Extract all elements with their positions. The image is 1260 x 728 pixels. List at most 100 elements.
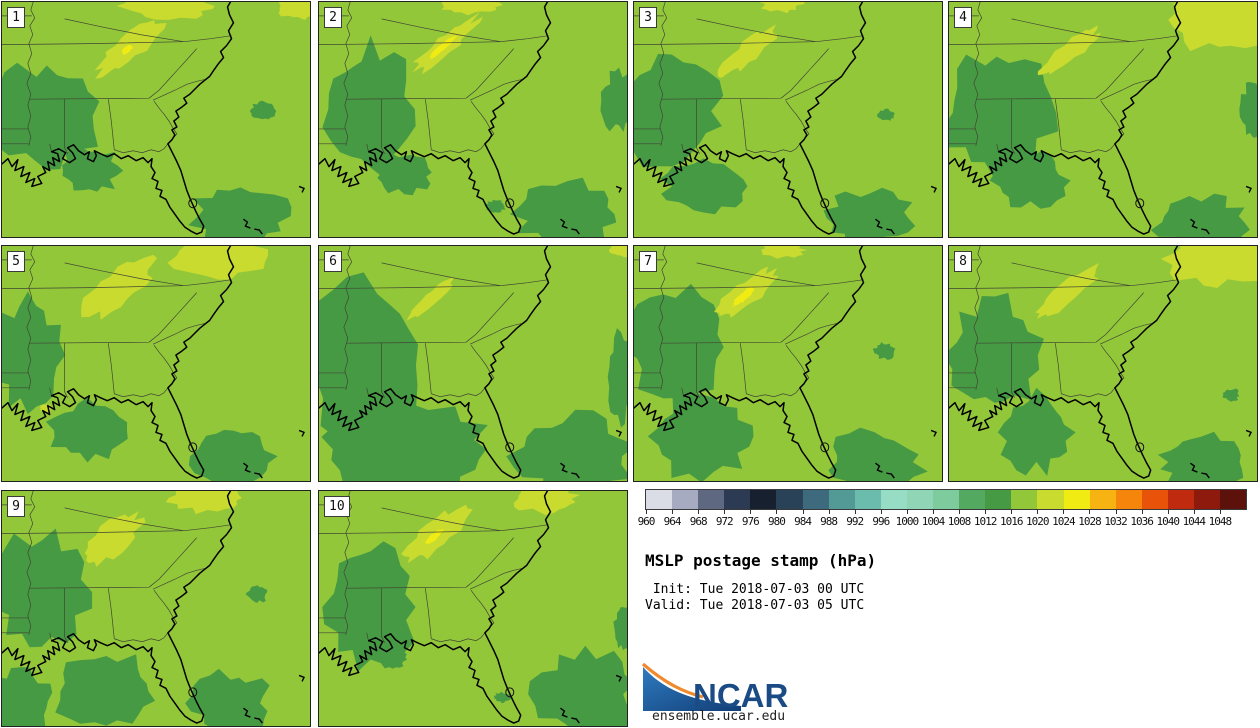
pressure-contour-region [607,328,627,428]
colorbar-segment [776,490,803,509]
lake-okeechobee [1135,442,1145,453]
pressure-contour-region [876,108,895,121]
pressure-contour-region [484,199,506,213]
pressure-contour-region [429,33,458,60]
colorbar-tick-label: 1008 [947,515,972,528]
pressure-contour-region [997,387,1076,476]
coastline [319,2,552,235]
colorbar-tick-label: 992 [846,515,864,528]
colorbar-tick-label: 996 [872,515,890,528]
colorbar-tick-label: 1048 [1208,515,1233,528]
pressure-contour-region [167,246,269,280]
colorbar-tickmark [750,509,752,514]
colorbar-tick-label: 980 [767,515,786,528]
islands [560,429,622,479]
lake-okeechobee [1135,198,1145,209]
pressure-contour-region [375,649,408,669]
pressure-contour-region [249,100,277,120]
pressure-contour-region [1222,388,1240,402]
pressure-contour-region [424,529,444,545]
colorbar-segment [1011,490,1038,509]
colorbar-tick-label: 968 [689,515,708,528]
pressure-contour-region [245,585,268,603]
pressure-contour-region [278,2,310,21]
islands [243,429,305,479]
pressure-contour-region [1157,431,1244,481]
colorbar-tick-label: 1000 [895,515,920,528]
islands [560,185,622,235]
pressure-contour-region [528,645,627,726]
colorbar-tickmark [985,509,987,514]
pressure-contour-region [634,283,724,409]
colorbar-tick-label: 1044 [1182,515,1207,528]
member-number-label: 3 [639,7,657,28]
colorbar-tick-label: 1036 [1130,515,1154,528]
pressure-contour-region [116,2,215,20]
pressure-contour-region [1160,246,1257,289]
pressure-contour-region [634,53,724,168]
colorbar-tickmark [828,509,830,514]
map-panel-member-4: 4 [948,1,1258,238]
colorbar-tickmark [1141,509,1143,514]
colorbar-tickmark [802,509,804,514]
pressure-contour-region [81,254,158,320]
colorbar-segment [750,490,777,509]
colorbar-tickmark [1037,509,1039,514]
pressure-contour-region [322,541,416,672]
colorbar-tickmark [724,509,726,514]
colorbar-tickmark [776,509,778,514]
pressure-contour-region [1150,193,1250,237]
map-panel-member-10: 10 [318,490,628,727]
colorbar-segment [1167,490,1194,509]
colorbar-tick-label: 976 [741,515,760,528]
colorbar-tickmark [880,509,882,514]
colorbar-tickmark [854,509,856,514]
colorbar-tickmark [1115,509,1117,514]
member-number-label: 1 [7,7,25,28]
colorbar-tickmark [1011,509,1013,514]
colorbar-segment [646,490,673,509]
valid-time: Valid: Tue 2018-07-03 05 UTC [645,598,865,613]
pressure-contour-region [1037,25,1101,76]
colorbar-tickmark [906,509,908,514]
colorbar-tickmark [1089,509,1091,514]
coastline [2,246,235,479]
pressure-contour-region [84,511,146,567]
colorbar-tickmark [672,509,674,514]
member-number-label: 4 [954,7,972,28]
islands [1190,185,1252,235]
islands [1190,429,1252,479]
colorbar-tick-label: 1040 [1156,515,1180,528]
ncar-orange-arc [641,662,704,699]
pressure-contour-region [185,668,270,726]
map-panel-member-9: 9 [1,490,311,727]
pressure-contour-region [62,146,124,192]
ncar-swoosh [643,667,741,711]
pressure-contour-region [872,342,896,360]
lake-okeechobee [505,198,515,209]
colorbar-segment [1193,490,1221,509]
colorbar-segment [1220,490,1247,509]
pressure-contour-region [188,187,292,237]
pressure-contour-region [2,667,53,726]
colorbar-tick-label: 1028 [1078,515,1102,528]
colorbar-tick-label: 988 [820,515,838,528]
colorbar-tick-label: 984 [794,515,812,528]
colorbar-tick-label: 1012 [973,515,998,528]
islands [243,185,305,235]
pressure-contour-region [823,187,916,237]
colorbar-tick-label: 1004 [921,515,946,528]
pressure-contour-region [1168,2,1257,52]
pressure-contour-region [989,150,1071,209]
colorbar-tickmark [1219,509,1221,514]
map-panel-member-8: 8 [948,245,1258,482]
colorbar-tick-label: 1032 [1104,515,1128,528]
pressure-contour-region [732,286,755,308]
colorbar-tickmark [1193,509,1195,514]
member-number-label: 8 [954,251,972,272]
coastline [2,491,235,724]
pressure-contour-region [717,24,778,78]
lake-okeechobee [188,687,198,698]
colorbar-tickmark [932,509,934,514]
pressure-contour-region [321,400,488,481]
